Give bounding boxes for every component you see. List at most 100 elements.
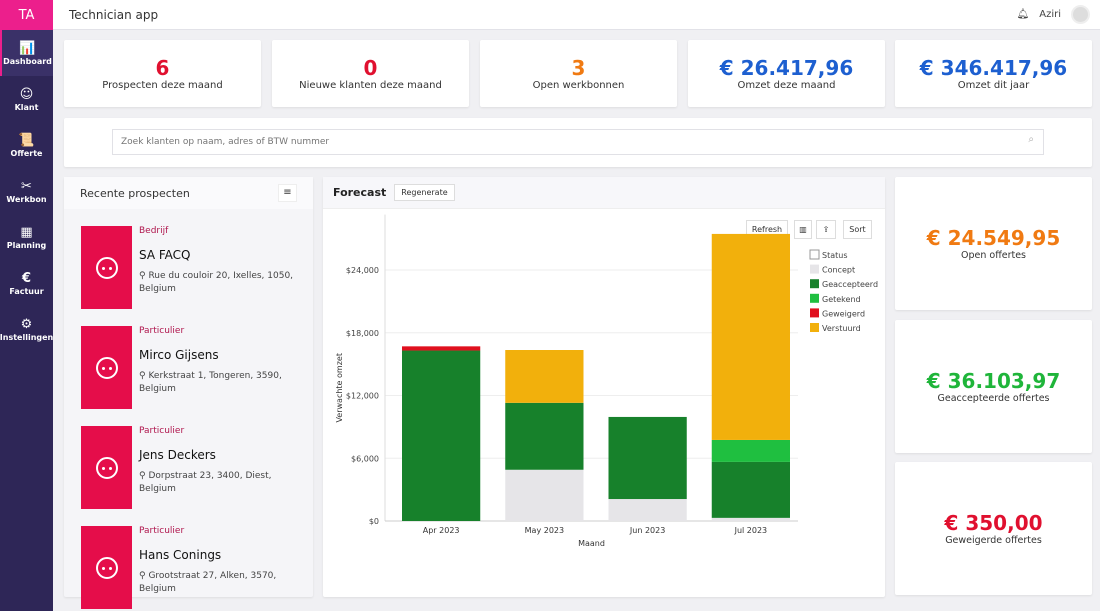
panel-title: Recente prospecten: [80, 186, 190, 200]
user-name[interactable]: Aziri: [1039, 9, 1061, 20]
location-pin-icon: ⚲: [139, 371, 149, 381]
y-tick-label: $18,000: [346, 329, 379, 338]
stat-label: Omzet deze maand: [737, 80, 836, 91]
regenerate-button[interactable]: Regenerate: [394, 184, 455, 201]
chart-type-icon[interactable]: ▥: [794, 220, 812, 239]
prospect-name: Hans Conings: [139, 548, 222, 562]
bar-segment-verstuurd[interactable]: [711, 233, 790, 440]
stat-value: 6: [155, 56, 170, 80]
legend-swatch[interactable]: [810, 279, 819, 289]
bar-segment-geaccepteerd[interactable]: [711, 461, 790, 518]
prospect-avatar: [81, 526, 132, 609]
legend-status-checkbox[interactable]: [809, 249, 820, 260]
y-tick-label: $12,000: [346, 392, 379, 401]
sort-button[interactable]: Sort: [843, 220, 872, 239]
sidebar: TA 📊 Dashboard ☺ Klant 📜 Offerte ✂ Werkbon ▦ Plan…: [0, 0, 53, 611]
bar-segment-geaccepteerd[interactable]: [608, 416, 687, 500]
search-panel: ⌕: [64, 118, 1092, 167]
sidebar-item-label: Werkbon: [6, 194, 47, 204]
prospect-type: Particulier: [139, 326, 185, 336]
bar-segment-getekend[interactable]: [711, 439, 790, 462]
prospect-card[interactable]: Particulier Hans Conings ⚲ Grootstraat 27,…: [81, 526, 296, 609]
calendar-icon: ▦: [20, 224, 33, 240]
sidebar-item-label: Factuur: [9, 286, 44, 296]
y-tick-label: $6,000: [351, 454, 379, 463]
prospect-card[interactable]: Bedrijf SA FACQ ⚲ Rue du couloir 20, Ixell…: [81, 226, 296, 309]
legend-swatch[interactable]: [810, 264, 819, 274]
bar-segment-geweigerd[interactable]: [402, 346, 481, 351]
sidebar-item-label: Klant: [14, 102, 39, 112]
search-icon[interactable]: ⌕: [1028, 134, 1034, 145]
sidebar-item-klant[interactable]: ☺ Klant: [0, 76, 53, 122]
stat-label: Open werkbonnen: [532, 80, 625, 91]
avatar[interactable]: [1071, 5, 1090, 24]
prospect-name: Mirco Gijsens: [139, 348, 219, 362]
face-icon: [95, 456, 118, 479]
sidebar-item-dashboard[interactable]: 📊 Dashboard: [0, 30, 53, 76]
export-icon[interactable]: ⇪: [816, 220, 836, 239]
location-pin-icon: ⚲: [139, 571, 149, 581]
x-axis-label: Maand: [578, 539, 605, 548]
sidebar-item-planning[interactable]: ▦ Planning: [0, 214, 53, 260]
legend-entry[interactable]: Verstuurd: [822, 324, 861, 333]
face-icon: [95, 356, 118, 379]
prospect-card[interactable]: Particulier Mirco Gijsens ⚲ Kerkstraat 1, …: [81, 326, 296, 409]
bar-segment-verstuurd[interactable]: [505, 350, 584, 403]
prospect-avatar: [81, 426, 132, 509]
forecast-chart: $0 $6,000 $12,000 $18,000 $24,000 Apr 2023 May…: [335, 214, 878, 548]
sidebar-item-factuur[interactable]: € Factuur: [0, 260, 53, 306]
app-logo: TA: [0, 0, 53, 30]
y-tick-label: $24,000: [346, 266, 379, 275]
x-tick-label: Apr 2023: [423, 526, 460, 535]
bar-segment-concept[interactable]: [608, 499, 687, 521]
prospect-avatar: [81, 226, 132, 309]
euro-icon: €: [21, 270, 32, 286]
bar-segment-geaccepteerd[interactable]: [505, 402, 584, 470]
recent-prospects-panel: Recente prospecten ≡ Bedrijf SA FACQ ⚲ Rue …: [64, 177, 313, 609]
sidebar-item-werkbon[interactable]: ✂ Werkbon: [0, 168, 53, 214]
bar-segment-geaccepteerd[interactable]: [402, 350, 481, 521]
stat-label: Nieuwe klanten deze maand: [299, 80, 442, 91]
prospect-card[interactable]: Particulier Jens Deckers ⚲ Dorpstraat 23, …: [81, 426, 296, 509]
stat-value: € 346.417,96: [919, 56, 1068, 80]
sidebar-item-label: Instellingen: [0, 332, 54, 342]
legend-entry[interactable]: Geweigerd: [822, 309, 865, 318]
sidebar-item-offerte[interactable]: 📜 Offerte: [0, 122, 53, 168]
legend-entry[interactable]: Geaccepteerd: [822, 280, 878, 289]
y-tick-label: $0: [369, 517, 379, 526]
legend-entry[interactable]: Concept: [822, 266, 855, 275]
prospect-address: Kerkstraat 1, Tongeren, 3590, Belgium: [139, 371, 282, 394]
offers-card: € 350,00 Geweigerde offertes: [895, 462, 1092, 595]
face-icon: [95, 256, 118, 279]
search-input[interactable]: [112, 129, 1044, 155]
stat-value: 0: [363, 56, 378, 80]
stat-label: Prospecten deze maand: [102, 80, 223, 91]
prospect-name: SA FACQ: [139, 248, 191, 262]
legend-entry[interactable]: Getekend: [822, 295, 861, 304]
stat-card: € 346.417,96 Omzet dit jaar: [895, 40, 1092, 107]
app-title: Technician app: [69, 8, 159, 22]
forecast-panel: Forecast Regenerate Refresh ▥ ⇪ Sort $0 $6…: [323, 177, 885, 597]
sidebar-item-label: Dashboard: [3, 56, 52, 66]
sidebar-item-instellingen[interactable]: ⚙ Instellingen: [0, 306, 53, 352]
prospect-address: Dorpstraat 23, 3400, Diest, Belgium: [139, 471, 272, 494]
prospect-avatar: [81, 326, 132, 409]
stat-card: € 26.417,96 Omzet deze maand: [688, 40, 885, 107]
topbar: Technician app 🔔︎ Aziri: [53, 0, 1100, 30]
prospect-name: Jens Deckers: [139, 448, 216, 462]
prospect-address: Grootstraat 27, Alken, 3570, Belgium: [139, 571, 277, 594]
gear-icon: ⚙: [20, 316, 33, 332]
offers-value: € 350,00: [944, 511, 1043, 535]
bar-segment-concept[interactable]: [505, 469, 584, 521]
prospect-type: Bedrijf: [139, 226, 169, 236]
stat-value: 3: [571, 56, 586, 80]
bell-icon[interactable]: 🔔︎: [1016, 9, 1030, 20]
prospect-type: Particulier: [139, 526, 185, 536]
menu-icon[interactable]: ≡: [278, 184, 297, 202]
legend-swatch[interactable]: [810, 293, 819, 303]
offers-value: € 24.549,95: [926, 226, 1061, 250]
legend-swatch[interactable]: [810, 308, 819, 318]
bar-segment-concept[interactable]: [711, 517, 790, 521]
legend-swatch[interactable]: [810, 323, 819, 332]
offers-card: € 36.103,97 Geaccepteerde offertes: [895, 320, 1092, 453]
